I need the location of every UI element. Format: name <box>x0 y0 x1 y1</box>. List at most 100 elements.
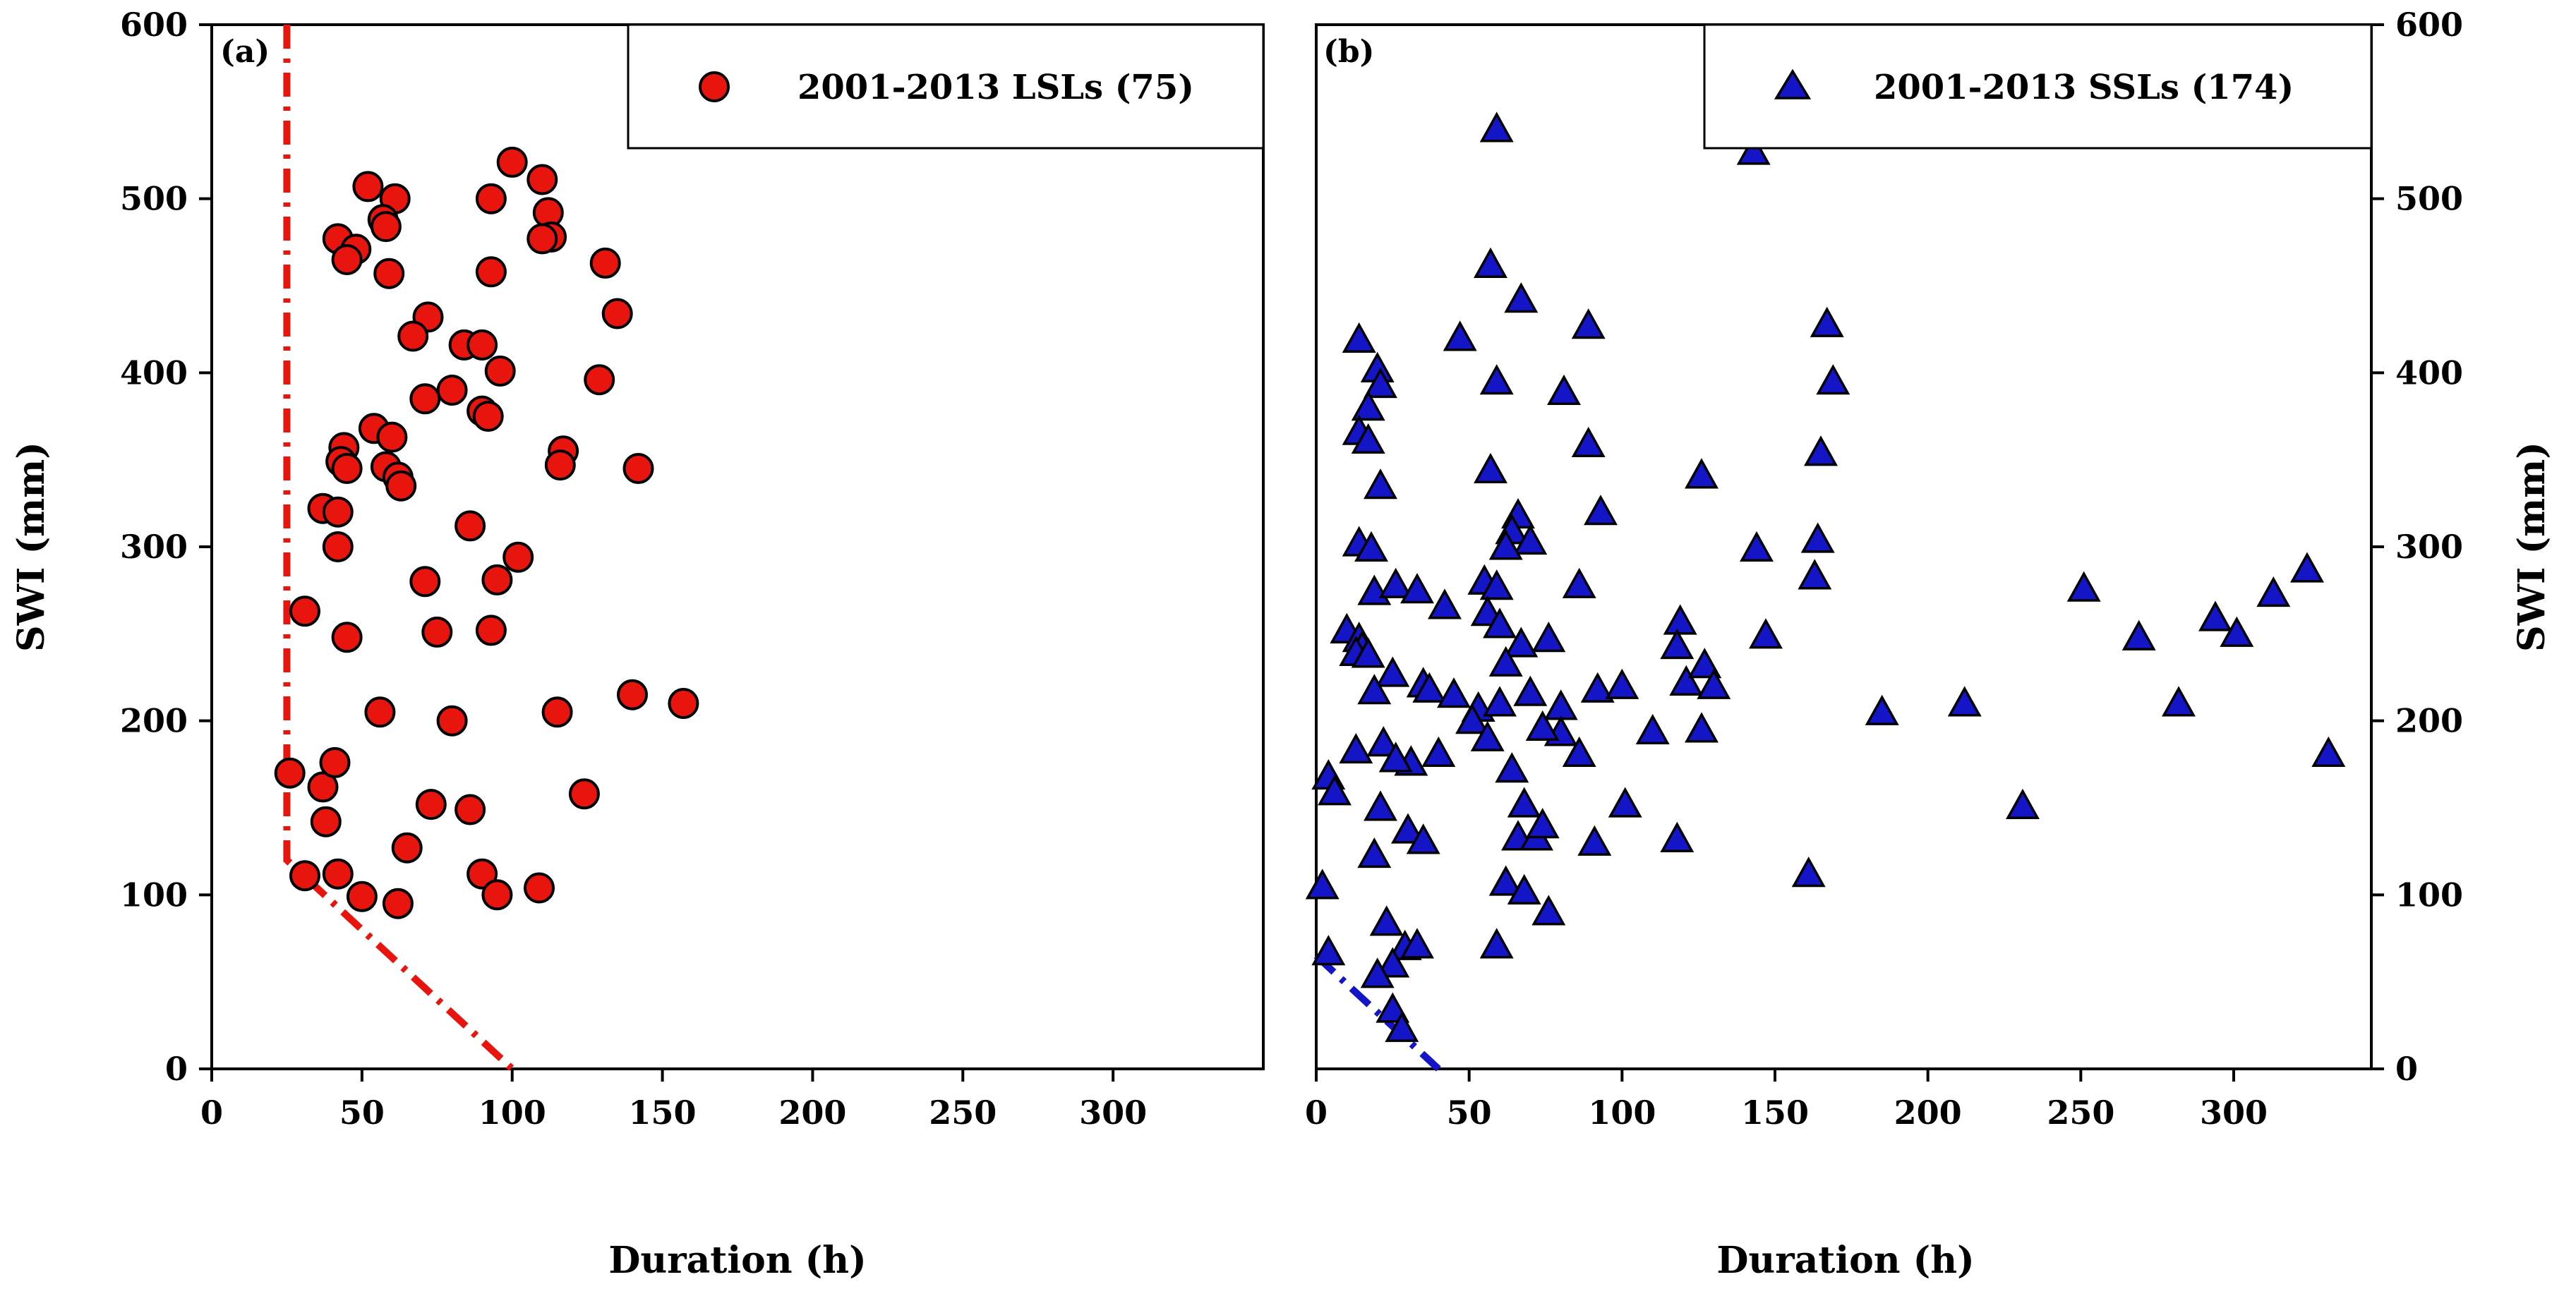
data-point-a-2 <box>496 146 528 178</box>
data-point-a-3 <box>526 164 558 195</box>
data-point-a-16 <box>601 298 633 329</box>
data-point-b-11 <box>1479 364 1514 395</box>
data-point-b-47 <box>1749 618 1783 649</box>
panel-b-threshold-line <box>1313 953 1441 1072</box>
legend-box <box>1703 23 2373 150</box>
data-point-b-4 <box>1571 308 1606 339</box>
data-point-a-52 <box>436 705 468 737</box>
data-point-b-23 <box>1354 531 1388 562</box>
data-point-b-27 <box>1800 522 1835 553</box>
data-point-b-79 <box>1470 720 1505 751</box>
data-point-b-75 <box>1339 732 1373 764</box>
data-point-a-66 <box>524 872 555 904</box>
panel-a-legend: 2001-2013 LSLs (75) <box>627 23 1265 150</box>
data-point-a-61 <box>391 832 423 864</box>
data-point-b-99 <box>1608 787 1642 818</box>
data-point-b-113 <box>1360 957 1395 988</box>
data-point-a-47 <box>331 622 363 653</box>
data-point-b-10 <box>1351 390 1385 421</box>
data-point-b-102 <box>1791 857 1826 888</box>
data-point-b-13 <box>1547 374 1581 406</box>
x-tick-label-b-3: 150 <box>1741 1094 1809 1132</box>
data-point-b-45 <box>1660 628 1695 660</box>
y-tick-label-b-6: 600 <box>2395 6 2463 44</box>
data-point-b-2 <box>1474 247 1507 278</box>
panel-b-axes: 0 50 100 150 200 250 300 0 100 200 300 400 500 600 <box>1305 6 2463 1132</box>
data-point-a-33 <box>331 453 363 484</box>
data-point-b-57 <box>1357 674 1392 705</box>
data-point-a-15 <box>589 247 621 279</box>
y-tick-label-a-3: 300 <box>120 528 188 566</box>
data-point-a-5 <box>475 183 507 214</box>
data-point-b-80 <box>1495 752 1529 783</box>
data-point-a-41 <box>322 531 354 562</box>
data-point-b-104 <box>1488 865 1523 896</box>
legend-marker-triangle <box>1774 68 1812 99</box>
data-point-a-20 <box>467 329 498 361</box>
data-point-a-40 <box>455 510 486 542</box>
data-point-a-55 <box>307 771 339 803</box>
data-point-b-67 <box>1669 665 1704 696</box>
data-point-b-98 <box>1660 821 1695 852</box>
data-point-b-17 <box>1804 435 1838 466</box>
legend-box <box>627 23 1265 150</box>
x-tick-label-b-2: 100 <box>1588 1094 1656 1132</box>
data-point-a-63 <box>322 858 354 890</box>
x-tick-label-b-4: 200 <box>1894 1094 1962 1132</box>
data-point-b-62 <box>1483 686 1517 717</box>
data-point-b-100 <box>1577 825 1612 856</box>
data-point-a-24 <box>409 383 441 415</box>
data-point-b-89 <box>2311 736 2346 768</box>
data-point-b-71 <box>1455 703 1489 734</box>
x-tick-label-a-0: 0 <box>200 1094 223 1132</box>
data-point-b-40 <box>1428 588 1462 619</box>
data-point-b-15 <box>1351 423 1385 454</box>
data-point-a-48 <box>475 615 507 646</box>
panel-a-axes: 0 50 100 150 200 250 300 0 100 200 300 400 500 600 <box>120 6 1147 1132</box>
data-point-a-37 <box>622 453 654 484</box>
panel-a: 0 50 100 150 200 250 300 0 100 200 300 400 500 600 (a… <box>10 6 1265 1282</box>
data-point-a-28 <box>376 421 408 453</box>
data-point-b-87 <box>1947 686 1982 717</box>
data-point-b-28 <box>1513 524 1548 555</box>
data-point-b-46 <box>1531 622 1566 653</box>
data-point-a-22 <box>484 355 516 387</box>
data-point-b-34 <box>1479 569 1514 600</box>
x-tick-label-b-5: 250 <box>2047 1094 2114 1132</box>
panel-b-points <box>1305 111 2346 1042</box>
data-point-b-20 <box>1685 458 1719 489</box>
data-point-b-55 <box>1351 637 1385 668</box>
data-point-a-53 <box>541 696 573 728</box>
y-tick-label-b-4: 400 <box>2395 353 2463 392</box>
data-point-b-91 <box>1391 813 1425 844</box>
data-point-b-26 <box>1740 531 1774 562</box>
panel-a-label: (a) <box>220 34 270 70</box>
data-point-a-32 <box>544 449 576 481</box>
data-point-b-53 <box>2290 552 2324 583</box>
legend-label: 2001-2013 LSLs (75) <box>798 68 1194 107</box>
data-point-b-90 <box>1364 790 1397 821</box>
data-point-b-32 <box>1378 567 1413 598</box>
legend-marker-circle <box>699 71 730 102</box>
data-point-b-12 <box>1816 364 1850 395</box>
x-tick-label-b-6: 300 <box>2200 1094 2268 1132</box>
panel-a-threshold-line <box>283 25 515 1072</box>
panel-b-label: (b) <box>1323 34 1374 70</box>
x-tick-label-a-4: 200 <box>778 1094 846 1132</box>
data-point-a-10 <box>331 244 363 275</box>
data-point-a-65 <box>481 879 513 911</box>
data-point-a-67 <box>346 880 378 912</box>
data-point-b-85 <box>1525 710 1560 742</box>
data-point-a-60 <box>310 806 342 837</box>
data-point-a-54 <box>274 757 306 789</box>
x-tick-label-a-5: 250 <box>929 1094 997 1132</box>
legend-label: 2001-2013 SSLs (174) <box>1874 68 2294 107</box>
data-point-b-49 <box>2121 619 2156 650</box>
data-point-b-70 <box>1488 646 1523 677</box>
y-axis-title-a: SWI (mm) <box>10 442 53 652</box>
data-point-a-13 <box>373 258 405 289</box>
data-point-b-25 <box>1584 495 1618 526</box>
data-point-b-50 <box>2198 600 2232 631</box>
data-point-b-72 <box>1421 736 1456 768</box>
